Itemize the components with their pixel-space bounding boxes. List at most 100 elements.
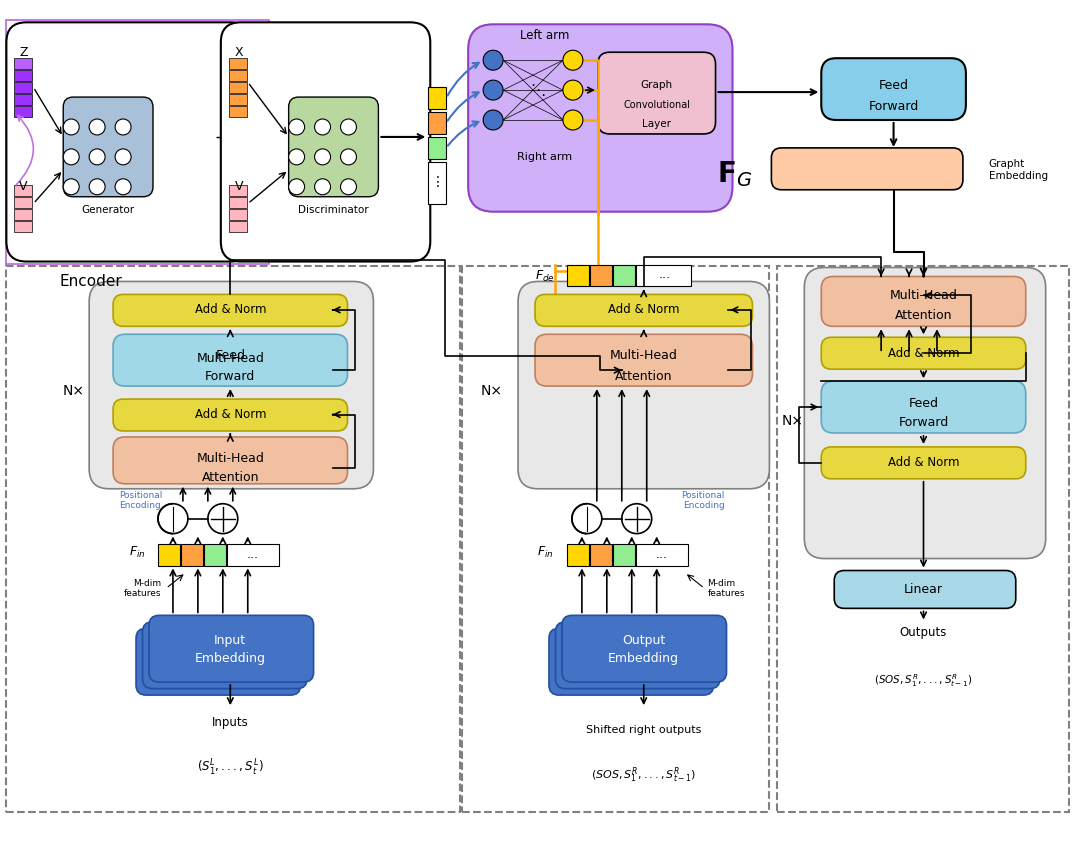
Circle shape — [289, 119, 305, 135]
FancyBboxPatch shape — [535, 294, 753, 326]
FancyBboxPatch shape — [181, 543, 202, 565]
FancyBboxPatch shape — [289, 97, 378, 197]
Text: N×: N× — [481, 384, 503, 398]
Text: X: X — [235, 45, 243, 59]
Circle shape — [64, 119, 80, 135]
Text: Forward: Forward — [206, 370, 255, 383]
Text: Forward: Forward — [868, 99, 919, 113]
Circle shape — [314, 119, 331, 135]
FancyBboxPatch shape — [567, 265, 589, 287]
Text: Linear: Linear — [904, 583, 943, 596]
FancyBboxPatch shape — [89, 282, 374, 489]
FancyBboxPatch shape — [228, 82, 247, 93]
Text: Attention: Attention — [895, 309, 952, 322]
Text: Add & Norm: Add & Norm — [887, 457, 960, 469]
FancyBboxPatch shape — [429, 87, 446, 109]
Text: Feed: Feed — [215, 349, 246, 362]
Text: ⋮: ⋮ — [431, 175, 444, 188]
Circle shape — [289, 149, 305, 165]
FancyBboxPatch shape — [549, 628, 714, 696]
Text: Multi-Head: Multi-Head — [610, 349, 677, 362]
FancyBboxPatch shape — [518, 282, 769, 489]
FancyBboxPatch shape — [136, 628, 300, 696]
Text: ...: ... — [247, 548, 258, 561]
Circle shape — [115, 119, 131, 135]
Text: $(SOS, S_1^R,...,S_{t-1}^R)$: $(SOS, S_1^R,...,S_{t-1}^R)$ — [591, 765, 697, 785]
Text: Add & Norm: Add & Norm — [609, 304, 680, 316]
FancyBboxPatch shape — [567, 543, 589, 565]
Text: ...: ... — [659, 268, 671, 281]
FancyBboxPatch shape — [64, 97, 153, 197]
Circle shape — [64, 179, 80, 195]
Text: $F_{de}$: $F_{de}$ — [535, 269, 555, 284]
Circle shape — [340, 179, 356, 195]
Circle shape — [563, 80, 583, 100]
Circle shape — [563, 50, 583, 70]
Text: $F_{in}$: $F_{in}$ — [537, 545, 554, 560]
Circle shape — [64, 149, 80, 165]
FancyBboxPatch shape — [535, 334, 753, 386]
Text: ⋱: ⋱ — [530, 82, 546, 98]
FancyBboxPatch shape — [142, 621, 307, 689]
Circle shape — [484, 80, 503, 100]
FancyBboxPatch shape — [822, 277, 1025, 326]
FancyBboxPatch shape — [562, 616, 727, 682]
Text: N×: N× — [781, 414, 803, 428]
Circle shape — [289, 179, 305, 195]
FancyBboxPatch shape — [822, 58, 966, 120]
Text: Shifted right outputs: Shifted right outputs — [586, 725, 701, 735]
FancyBboxPatch shape — [228, 220, 247, 231]
FancyBboxPatch shape — [228, 58, 247, 69]
FancyBboxPatch shape — [822, 447, 1025, 479]
Text: Multi-Head: Multi-Head — [196, 352, 264, 365]
FancyBboxPatch shape — [6, 266, 460, 812]
Text: Layer: Layer — [642, 119, 671, 129]
FancyBboxPatch shape — [805, 267, 1046, 558]
FancyBboxPatch shape — [113, 437, 348, 484]
Text: Positional
Encoding: Positional Encoding — [120, 491, 163, 510]
Text: Encoder: Encoder — [59, 274, 122, 289]
Text: ...: ... — [656, 548, 668, 561]
FancyBboxPatch shape — [14, 197, 32, 208]
Text: Input: Input — [214, 634, 247, 647]
FancyBboxPatch shape — [228, 70, 247, 81]
FancyBboxPatch shape — [6, 23, 251, 262]
FancyBboxPatch shape — [14, 82, 32, 93]
Text: Embedding: Embedding — [609, 652, 680, 664]
FancyBboxPatch shape — [113, 294, 348, 326]
FancyBboxPatch shape — [14, 106, 32, 117]
Circle shape — [340, 119, 356, 135]
Text: Multi-Head: Multi-Head — [196, 452, 264, 465]
Text: Outputs: Outputs — [899, 626, 947, 639]
FancyBboxPatch shape — [613, 543, 634, 565]
Circle shape — [208, 504, 238, 534]
Text: Add & Norm: Add & Norm — [195, 304, 266, 316]
Text: $(SOS, S_1^R,...,S_{t-1}^R)$: $(SOS, S_1^R,...,S_{t-1}^R)$ — [875, 672, 973, 689]
Circle shape — [314, 179, 331, 195]
Text: Generator: Generator — [82, 204, 135, 214]
FancyBboxPatch shape — [221, 23, 431, 262]
Text: Add & Norm: Add & Norm — [887, 346, 960, 360]
Text: Forward: Forward — [898, 416, 949, 430]
Text: Add & Norm: Add & Norm — [195, 408, 266, 421]
FancyBboxPatch shape — [228, 94, 247, 105]
FancyBboxPatch shape — [228, 197, 247, 208]
Text: $F_{in}$: $F_{in}$ — [129, 545, 145, 560]
FancyBboxPatch shape — [113, 399, 348, 431]
FancyBboxPatch shape — [14, 185, 32, 196]
Text: M-dim
features: M-dim features — [708, 579, 745, 598]
FancyBboxPatch shape — [598, 52, 715, 134]
Text: Discriminator: Discriminator — [298, 204, 368, 214]
Text: Feed: Feed — [879, 78, 909, 92]
FancyBboxPatch shape — [429, 161, 446, 204]
FancyBboxPatch shape — [462, 266, 769, 812]
FancyBboxPatch shape — [204, 543, 226, 565]
FancyBboxPatch shape — [429, 137, 446, 159]
FancyBboxPatch shape — [14, 58, 32, 69]
FancyBboxPatch shape — [14, 220, 32, 231]
FancyBboxPatch shape — [835, 570, 1016, 608]
Text: N×: N× — [62, 384, 84, 398]
Text: Inputs: Inputs — [212, 717, 249, 729]
Text: Left arm: Left arm — [520, 29, 570, 42]
Text: Graph: Graph — [641, 80, 673, 90]
